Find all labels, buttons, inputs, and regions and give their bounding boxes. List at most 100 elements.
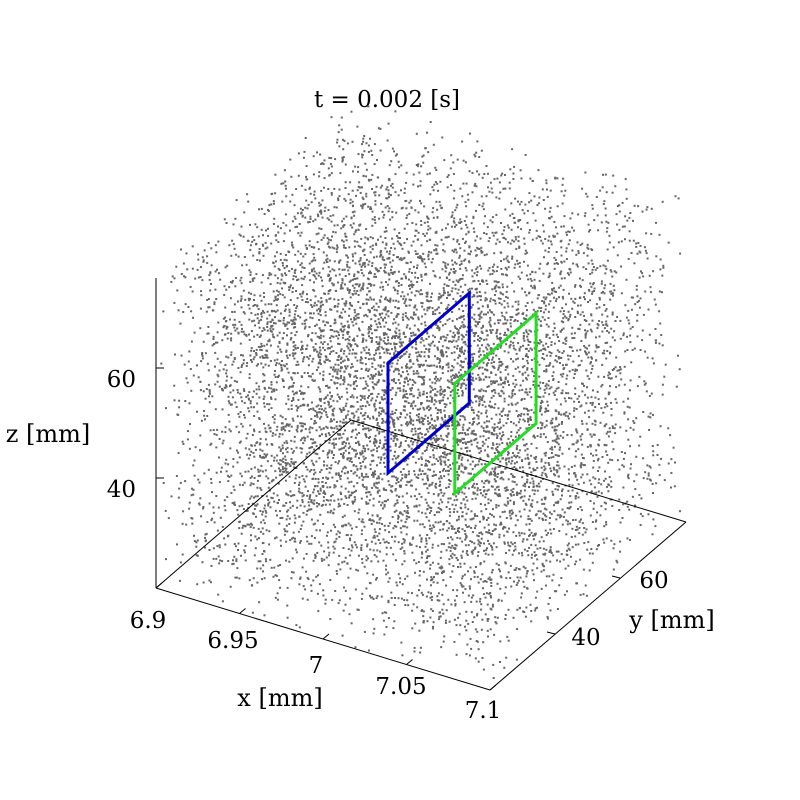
- particle-point: [494, 468, 496, 471]
- particle-point: [302, 422, 305, 425]
- particle-point: [449, 167, 452, 170]
- particle-point: [336, 427, 339, 430]
- particle-point: [311, 427, 314, 430]
- particle-point: [371, 381, 374, 384]
- particle-point: [474, 320, 477, 323]
- particle-point: [572, 262, 575, 265]
- particle-point: [438, 511, 441, 514]
- particle-point: [171, 275, 174, 278]
- particle-point: [575, 560, 578, 563]
- particle-point: [235, 199, 238, 202]
- particle-point: [625, 429, 628, 432]
- particle-point: [496, 437, 499, 439]
- particle-point: [305, 199, 308, 202]
- particle-point: [502, 392, 505, 395]
- particle-point: [470, 456, 473, 459]
- particle-point: [253, 406, 255, 409]
- particle-point: [327, 541, 330, 544]
- particle-point: [384, 306, 387, 309]
- particle-point: [658, 474, 661, 477]
- particle-point: [433, 426, 436, 429]
- particle-point: [456, 476, 459, 479]
- particle-point: [440, 491, 443, 494]
- particle-point: [283, 309, 286, 312]
- particle-point: [416, 444, 419, 447]
- particle-point: [360, 367, 363, 370]
- particle-point: [422, 161, 425, 164]
- particle-point: [486, 619, 489, 622]
- particle-point: [567, 415, 569, 418]
- particle-point: [420, 165, 423, 168]
- particle-point: [350, 363, 353, 366]
- particle-point: [341, 443, 344, 445]
- particle-point: [436, 390, 439, 393]
- particle-point: [250, 292, 253, 295]
- particle-point: [340, 470, 343, 473]
- particle-point: [460, 227, 463, 230]
- particle-point: [285, 350, 288, 353]
- particle-point: [246, 193, 249, 196]
- particle-point: [334, 158, 337, 161]
- particle-point: [456, 327, 458, 330]
- particle-point: [402, 390, 405, 393]
- particle-point: [545, 182, 548, 185]
- particle-point: [453, 377, 456, 379]
- particle-point: [352, 405, 355, 408]
- particle-point: [459, 347, 462, 350]
- particle-point: [529, 603, 532, 606]
- particle-point: [560, 261, 563, 264]
- particle-point: [366, 287, 369, 290]
- particle-point: [477, 373, 480, 376]
- particle-point: [290, 319, 293, 322]
- particle-point: [565, 392, 568, 395]
- particle-point: [528, 495, 531, 498]
- particle-point: [331, 598, 334, 601]
- particle-point: [550, 470, 553, 473]
- particle-point: [397, 300, 400, 303]
- particle-point: [597, 375, 600, 378]
- particle-point: [480, 195, 483, 198]
- particle-point: [403, 187, 406, 190]
- particle-point: [491, 390, 494, 393]
- particle-point: [485, 233, 488, 235]
- particle-point: [356, 401, 359, 403]
- particle-point: [432, 334, 435, 337]
- particle-point: [586, 243, 589, 246]
- particle-point: [297, 346, 299, 349]
- particle-point: [605, 308, 608, 311]
- particle-point: [478, 347, 481, 350]
- particle-point: [615, 271, 618, 274]
- particle-point: [353, 286, 356, 289]
- particle-point: [471, 275, 474, 278]
- particle-point: [483, 254, 486, 257]
- particle-point: [556, 436, 559, 439]
- particle-point: [493, 270, 496, 273]
- particle-point: [236, 461, 239, 464]
- particle-point: [373, 218, 376, 221]
- particle-point: [267, 504, 270, 507]
- particle-point: [531, 286, 534, 289]
- particle-point: [353, 510, 356, 513]
- particle-point: [297, 278, 300, 281]
- particle-point: [521, 466, 524, 469]
- particle-point: [295, 624, 298, 627]
- particle-point: [336, 141, 339, 144]
- particle-point: [366, 415, 369, 418]
- particle-point: [597, 324, 600, 327]
- particle-point: [383, 500, 386, 503]
- particle-point: [330, 418, 333, 421]
- particle-point: [279, 258, 282, 261]
- particle-point: [292, 246, 295, 249]
- particle-point: [311, 270, 313, 273]
- particle-point: [482, 593, 485, 596]
- particle-point: [427, 250, 430, 253]
- particle-point: [563, 310, 565, 313]
- particle-point: [332, 283, 335, 286]
- particle-point: [402, 468, 405, 470]
- particle-point: [633, 480, 636, 483]
- particle-point: [429, 425, 432, 428]
- particle-point: [405, 171, 408, 174]
- particle-point: [581, 522, 584, 525]
- particle-point: [485, 363, 488, 366]
- particle-point: [656, 454, 659, 456]
